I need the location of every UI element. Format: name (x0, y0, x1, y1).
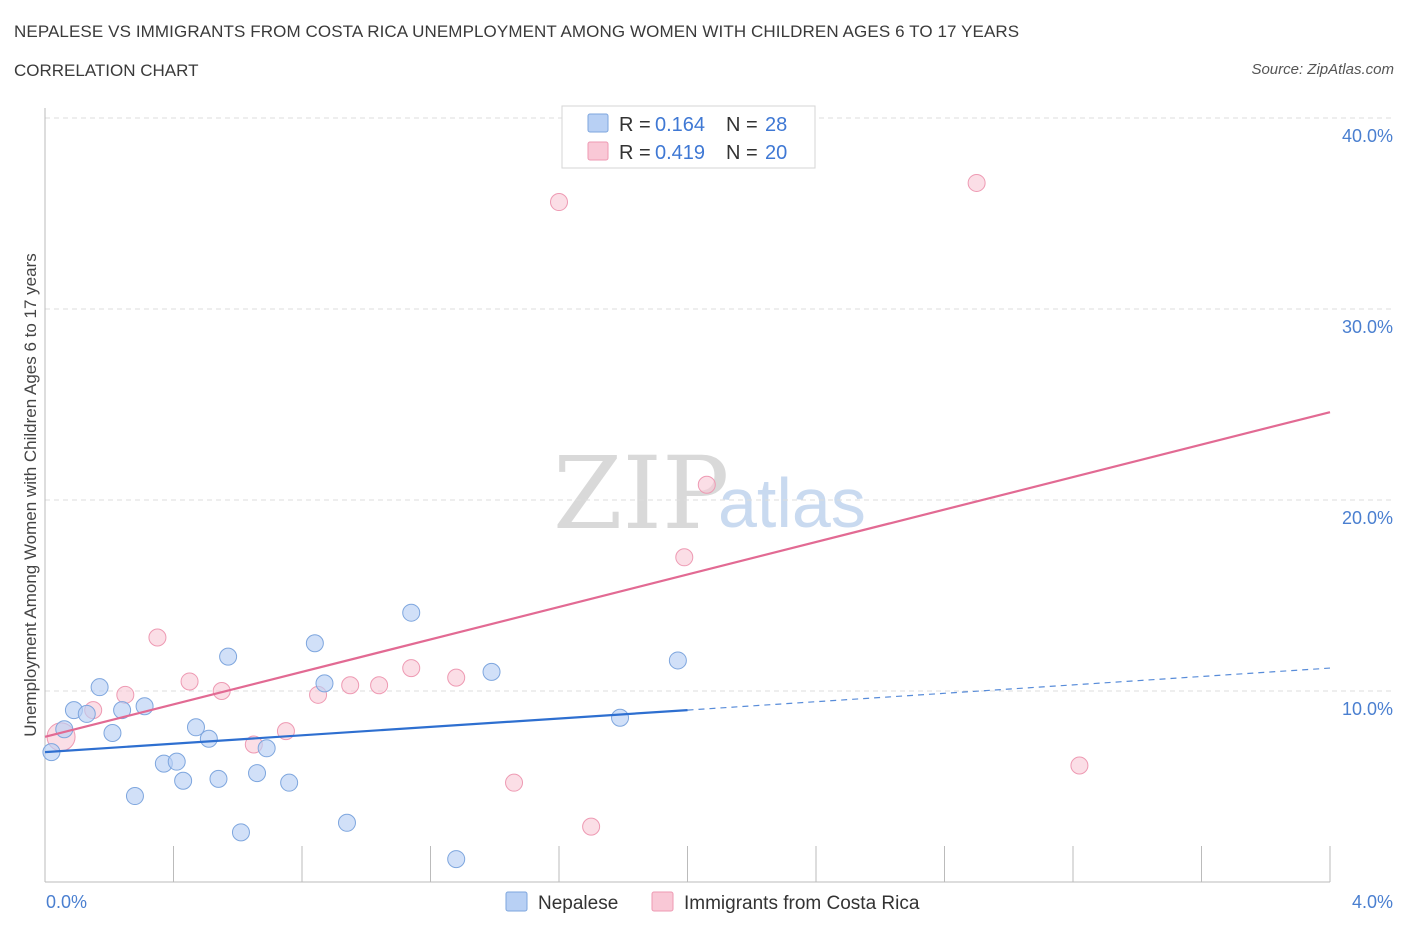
costa-rica-point (402, 659, 421, 678)
nepalese-point (482, 662, 501, 681)
stats-legend: R = 0.164 N = 28 R = 0.419 N = 20 (561, 105, 816, 169)
y-tick-label-30: 30.0% (1342, 317, 1393, 337)
x-tick-label-min: 0.0% (46, 892, 87, 912)
nepalese-point (90, 678, 109, 697)
nepalese-point (668, 651, 687, 670)
costa-rica-point (447, 668, 466, 687)
bottom-legend-label-nepalese: Nepalese (538, 893, 618, 914)
costa-rica-point (148, 628, 167, 647)
nepalese-point (77, 704, 96, 723)
y-tick-label-40: 40.0% (1342, 126, 1393, 146)
nepalese-point (113, 701, 132, 720)
bottom-legend-swatch-costa-rica (651, 891, 674, 912)
legend-swatch-nepalese (587, 113, 609, 133)
nepalese-point (231, 823, 250, 842)
chart-title: NEPALESE VS IMMIGRANTS FROM COSTA RICA U… (14, 22, 1020, 41)
nepalese-point (280, 773, 299, 792)
costa-rica-point (505, 773, 524, 792)
costa-rica-point (582, 817, 601, 836)
nepalese-point (219, 647, 238, 666)
legend-n-label-2: N = (726, 142, 758, 164)
x-tick-label-max: 4.0% (1352, 892, 1393, 912)
costa-rica-point (1070, 756, 1089, 775)
costa-rica-point (675, 548, 694, 567)
costa-rica-point (341, 676, 360, 695)
nepalese-point (199, 729, 218, 748)
nepalese-point (174, 771, 193, 790)
legend-r-label-1: R = (619, 114, 651, 136)
y-tick-label-10: 10.0% (1342, 699, 1393, 719)
chart-subtitle: CORRELATION CHART (14, 61, 199, 80)
costa-rica-point (180, 672, 199, 691)
nepalese-trend-line (44, 709, 688, 754)
nepalese-point (611, 708, 630, 727)
legend-r-value-2: 0.419 (655, 142, 705, 164)
y-tick-labels: 10.0% 20.0% 30.0% 40.0% (1342, 126, 1393, 719)
nepalese-point (447, 850, 466, 869)
nepalese-point (315, 674, 334, 693)
nepalese-trend-extension (687, 667, 1331, 711)
x-axis-ticks (173, 846, 1331, 882)
gridlines (45, 117, 1392, 692)
legend-n-label-1: N = (726, 114, 758, 136)
costa-rica-point (370, 676, 389, 695)
nepalese-point (209, 769, 228, 788)
y-axis-label: Unemployment Among Women with Children A… (21, 253, 40, 737)
bottom-legend-label-costa-rica: Immigrants from Costa Rica (684, 893, 920, 914)
costa-rica-trend-line (44, 411, 1331, 738)
nepalese-point (125, 787, 144, 806)
source-credit: Source: ZipAtlas.com (1251, 61, 1394, 78)
watermark-zip: ZIP (553, 435, 729, 552)
nepalese-point (337, 813, 356, 832)
legend-n-value-2: 20 (765, 142, 787, 164)
legend-n-value-1: 28 (765, 114, 787, 136)
legend-r-label-2: R = (619, 142, 651, 164)
y-tick-label-20: 20.0% (1342, 508, 1393, 528)
watermark-atlas: atlas (718, 464, 866, 542)
nepalese-point (167, 752, 186, 771)
legend-r-value-1: 0.164 (655, 114, 705, 136)
nepalese-point (305, 634, 324, 653)
nepalese-point (402, 603, 421, 622)
nepalese-point (257, 739, 276, 758)
nepalese-point (103, 724, 122, 743)
costa-rica-point (967, 173, 986, 192)
nepalese-point (248, 764, 267, 783)
costa-rica-point (550, 193, 568, 212)
bottom-legend-swatch-nepalese (505, 891, 528, 912)
legend-swatch-costa-rica (587, 141, 609, 161)
trend-lines (44, 411, 1331, 754)
series-legend: Nepalese Immigrants from Costa Rica (505, 891, 920, 914)
nepalese-point (55, 720, 74, 739)
costa-rica-point (697, 475, 716, 494)
nepalese-points (42, 603, 687, 869)
nepalese-point (186, 718, 205, 737)
costa-rica-point (116, 685, 135, 704)
